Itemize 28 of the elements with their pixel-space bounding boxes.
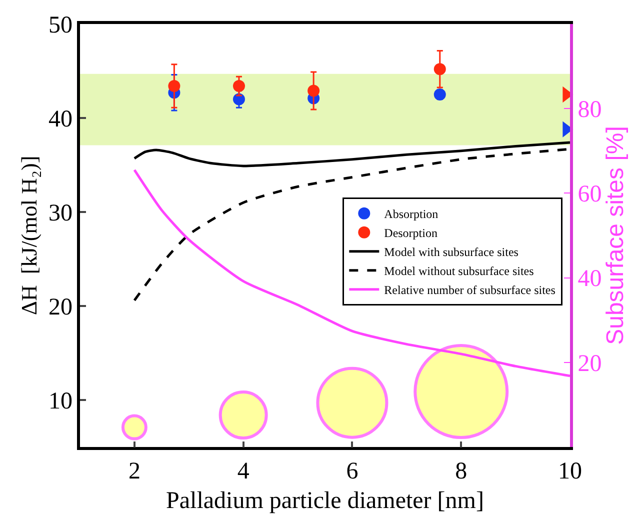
x-axis-title: Palladium particle diameter [nm] <box>166 488 484 514</box>
y-tick-label: 20 <box>48 294 72 320</box>
y-tick-label: 10 <box>48 388 72 414</box>
y-tick-label: 40 <box>48 106 72 132</box>
x-tick-label: 10 <box>558 458 582 485</box>
x-tick-label: 2 <box>128 458 140 485</box>
legend-label: Relative number of subsurface sites <box>384 283 556 298</box>
x-tick-label: 4 <box>237 458 250 485</box>
y2-tick-label: 40 <box>578 266 602 292</box>
point <box>308 84 320 97</box>
legend-label: Model without subsurface sites <box>384 264 534 278</box>
y-axis-title: ΔH [kJ/(mol H₂)] <box>16 156 42 316</box>
y2-tick-label: 60 <box>578 182 602 208</box>
y2-axis-title: Subsurface sites [%] <box>602 126 630 345</box>
y-tick-label: 50 <box>48 12 72 38</box>
y2-tick-label: 80 <box>578 97 602 123</box>
point <box>232 80 245 92</box>
y-tick-label: 30 <box>48 200 72 226</box>
legend-label: Desorption <box>384 226 438 240</box>
line-series <box>133 141 570 168</box>
y2-tick-label: 20 <box>578 350 602 377</box>
legend-label: Model with subsurface sites <box>384 245 519 260</box>
point <box>434 63 446 76</box>
point <box>168 80 180 92</box>
x-tick-label: 8 <box>455 458 468 485</box>
legend-label: Absorption <box>384 207 438 222</box>
point <box>434 88 446 100</box>
x-tick-label: 6 <box>346 458 358 485</box>
